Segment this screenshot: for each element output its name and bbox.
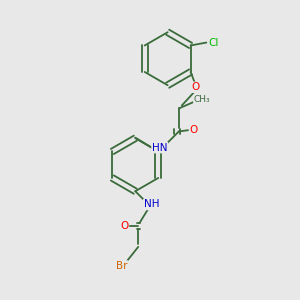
Text: HN: HN (152, 142, 167, 153)
Text: Cl: Cl (208, 38, 218, 47)
Text: CH₃: CH₃ (194, 95, 210, 104)
Text: O: O (191, 82, 199, 92)
Text: Br: Br (116, 261, 128, 271)
Text: O: O (120, 221, 128, 231)
Text: NH: NH (144, 200, 159, 209)
Text: O: O (189, 125, 198, 135)
